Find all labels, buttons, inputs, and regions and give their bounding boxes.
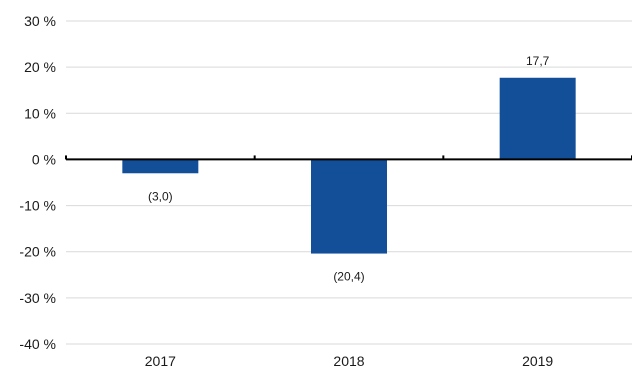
data-label: (20,4): [333, 270, 364, 284]
data-labels: (3,0) (20,4) 17,7: [148, 54, 550, 284]
x-axis-tick-labels: 2017 2018 2019: [145, 353, 554, 369]
y-tick-label: -10 %: [19, 198, 56, 214]
bars: [122, 77, 576, 254]
y-tick-label: -40 %: [19, 336, 56, 352]
bar: [311, 159, 387, 254]
zero-axis: [65, 155, 632, 161]
y-axis-tick-labels: 30 % 20 % 10 % 0 % -10 % -20 % -30 % -40 %: [19, 13, 56, 352]
x-tick-label: 2018: [333, 353, 364, 369]
bar: [122, 159, 199, 174]
data-label: (3,0): [148, 189, 173, 203]
y-tick-label: 0 %: [32, 151, 56, 167]
x-tick-label: 2019: [522, 353, 553, 369]
data-label: 17,7: [526, 54, 550, 68]
y-tick-label: -30 %: [19, 290, 56, 306]
bar: [499, 77, 576, 160]
y-tick-label: 30 %: [24, 13, 56, 29]
x-tick-label: 2017: [145, 353, 176, 369]
y-tick-label: -20 %: [19, 244, 56, 260]
y-tick-label: 10 %: [24, 105, 56, 121]
y-tick-label: 20 %: [24, 59, 56, 75]
